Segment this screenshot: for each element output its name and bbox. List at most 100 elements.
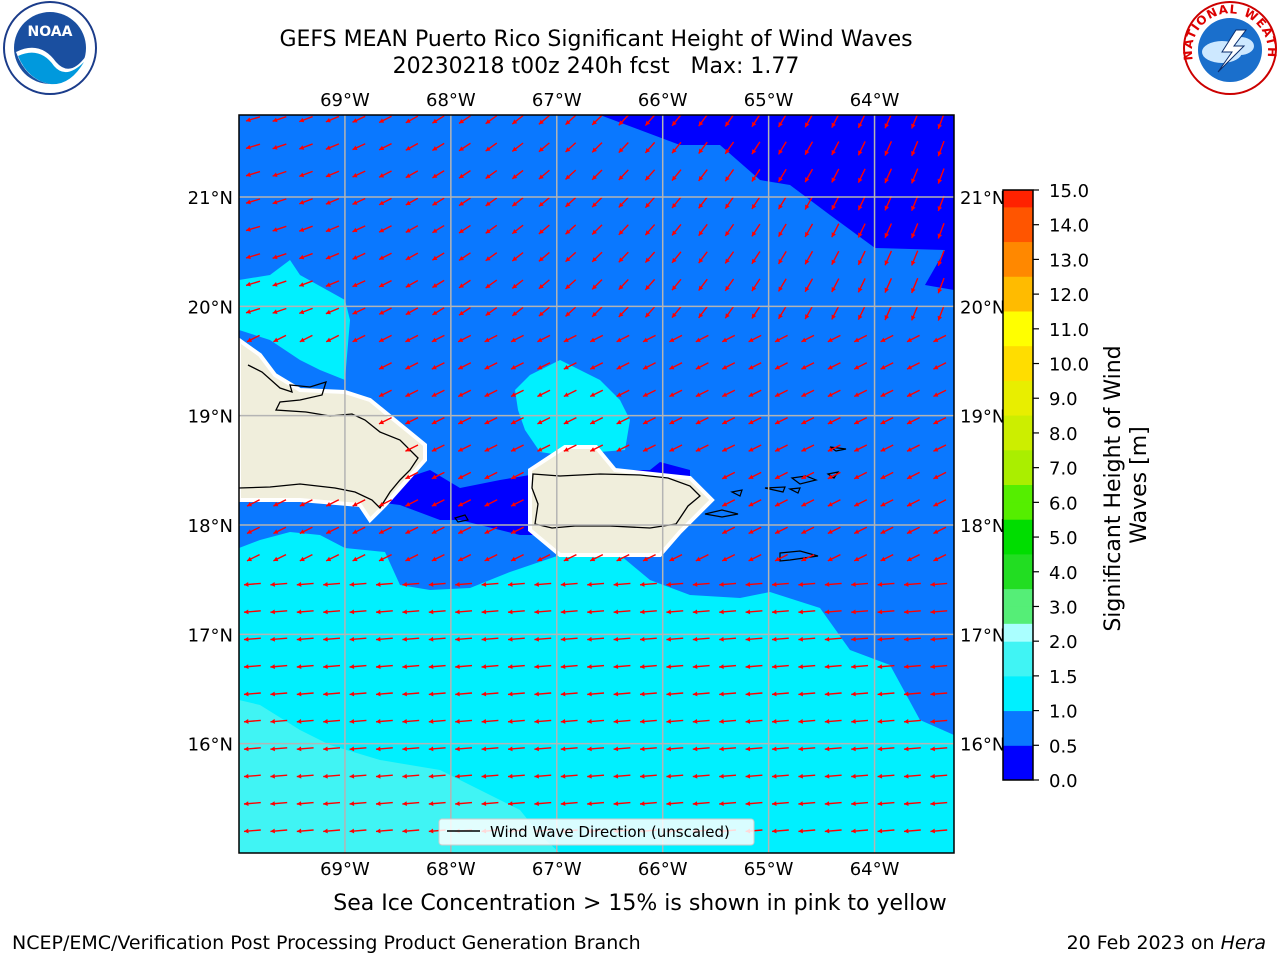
wave-direction-arrow xyxy=(831,223,840,238)
wave-direction-arrow xyxy=(851,773,869,779)
wave-direction-arrow xyxy=(431,526,445,535)
wave-direction-arrow xyxy=(884,305,893,321)
wave-direction-arrow xyxy=(824,691,842,697)
colorbar-swatch-half xyxy=(1003,190,1033,208)
wave-direction-arrow xyxy=(801,444,815,452)
wave-direction-arrow xyxy=(933,444,947,452)
wave-direction-arrow xyxy=(243,691,261,697)
wave-direction-arrow xyxy=(511,142,524,152)
lon-tick-label-top: 68°W xyxy=(426,90,476,111)
wave-direction-arrow xyxy=(352,197,366,206)
credit-right: 20 Feb 2023 on Hera xyxy=(1067,932,1266,954)
wave-direction-arrow xyxy=(639,664,657,670)
wave-direction-arrow xyxy=(721,471,736,480)
wave-direction-arrow xyxy=(246,334,260,343)
wave-direction-arrow xyxy=(565,224,577,235)
wave-direction-arrow xyxy=(642,389,656,398)
wave-direction-arrow xyxy=(428,609,446,615)
wave-direction-arrow xyxy=(432,252,445,261)
wave-direction-arrow xyxy=(671,251,682,264)
wave-direction-arrow xyxy=(323,801,341,807)
wave-direction-arrow xyxy=(911,168,919,184)
wave-direction-arrow xyxy=(428,691,446,697)
wave-direction-arrow xyxy=(748,416,762,425)
wave-direction-arrow xyxy=(911,305,919,321)
wave-direction-arrow xyxy=(458,115,471,124)
lat-tick-label-left: 19°N xyxy=(188,407,233,428)
wave-direction-arrow xyxy=(296,691,314,697)
wave-direction-arrow xyxy=(375,746,393,752)
wave-direction-arrow xyxy=(458,252,471,261)
wave-direction-arrow xyxy=(666,609,684,615)
wave-direction-arrow xyxy=(587,636,605,642)
wave-direction-arrow xyxy=(906,416,920,425)
wave-direction-arrow xyxy=(933,471,947,480)
wave-direction-arrow xyxy=(751,168,761,182)
wave-direction-arrow xyxy=(748,553,762,562)
wave-direction-arrow xyxy=(511,197,524,207)
wave-direction-arrow xyxy=(698,196,708,209)
wave-direction-arrow xyxy=(853,444,868,452)
lat-tick-label-left: 21°N xyxy=(188,188,233,209)
wave-direction-arrow xyxy=(801,416,815,425)
wave-direction-arrow xyxy=(884,195,893,211)
wave-direction-arrow xyxy=(428,719,446,724)
wave-direction-arrow xyxy=(851,801,869,807)
wave-direction-arrow xyxy=(405,197,419,206)
wave-direction-arrow xyxy=(481,773,499,779)
wave-direction-arrow xyxy=(245,225,261,232)
wave-direction-arrow xyxy=(774,334,788,343)
wave-direction-arrow xyxy=(903,828,921,834)
map-legend: Wind Wave Direction (unscaled) xyxy=(438,818,755,846)
wave-direction-arrow xyxy=(272,307,287,314)
wave-direction-arrow xyxy=(618,169,629,181)
wave-direction-arrow xyxy=(616,416,630,425)
wave-direction-arrow xyxy=(538,115,550,125)
colorbar-swatch-half xyxy=(1003,571,1033,590)
wave-direction-arrow xyxy=(591,306,603,318)
wave-direction-arrow xyxy=(777,278,787,292)
wave-direction-arrow xyxy=(692,609,710,615)
colorbar-swatch-half xyxy=(1003,502,1033,520)
wave-direction-arrow xyxy=(618,279,629,291)
wave-direction-arrow xyxy=(824,773,842,779)
wave-direction-arrow xyxy=(774,553,788,562)
wave-direction-arrow xyxy=(903,719,921,724)
wave-direction-arrow xyxy=(402,719,420,724)
wave-direction-arrow xyxy=(721,444,736,452)
wave-direction-arrow xyxy=(669,444,683,452)
wave-direction-arrow xyxy=(352,115,366,123)
wave-direction-arrow xyxy=(831,168,840,183)
wave-direction-arrow xyxy=(851,664,869,670)
wave-direction-arrow xyxy=(666,636,684,642)
wave-direction-arrow xyxy=(510,471,524,480)
lat-tick-label-right: 18°N xyxy=(960,516,1005,537)
wave-direction-arrow xyxy=(587,609,605,615)
colorbar: 15.0 14.0 13.0 12.0 11.0 10.0 9.0 8.0 7.0 6.0 5.0 4… xyxy=(1002,181,1089,792)
wave-direction-arrow xyxy=(432,279,445,289)
wave-direction-arrow xyxy=(273,553,287,562)
wave-direction-arrow xyxy=(455,609,473,615)
wave-direction-arrow xyxy=(719,636,737,642)
wave-direction-arrow xyxy=(349,828,367,834)
wave-direction-arrow xyxy=(405,252,419,261)
wave-direction-arrow xyxy=(296,801,314,807)
wave-direction-arrow xyxy=(272,143,287,150)
noaa-logo-text: NOAA xyxy=(28,24,73,40)
wave-direction-arrow xyxy=(323,719,341,724)
wave-direction-arrow xyxy=(724,306,735,319)
wave-direction-arrow xyxy=(877,609,895,615)
wave-direction-arrow xyxy=(458,224,471,234)
wave-direction-arrow xyxy=(774,526,788,535)
wave-direction-arrow xyxy=(884,250,893,266)
chart-subtitle: 20230218 t00z 240h fcst Max: 1.77 xyxy=(392,54,800,79)
wave-direction-arrow xyxy=(538,306,550,317)
wave-direction-arrow xyxy=(405,170,419,179)
wave-direction-arrow xyxy=(930,801,948,807)
wave-direction-arrow xyxy=(801,526,815,535)
wave-direction-arrow xyxy=(565,306,577,317)
wave-direction-arrow xyxy=(245,307,261,314)
wave-direction-arrow xyxy=(937,115,945,130)
wave-direction-arrow xyxy=(299,526,313,535)
